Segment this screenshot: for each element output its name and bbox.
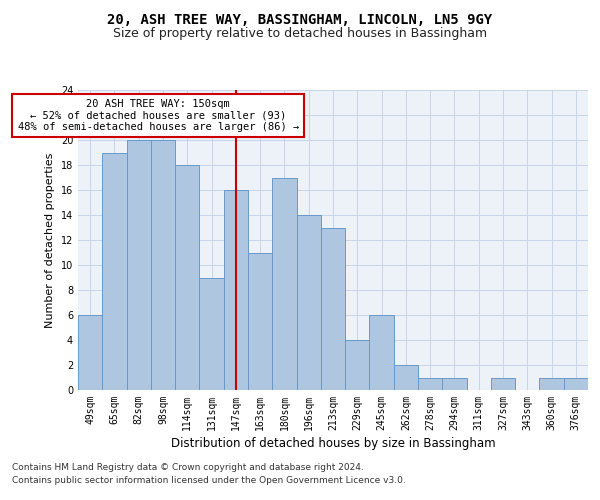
Bar (345, 340, 370, 390)
Bar (175, 165, 199, 390)
Bar (370, 315, 394, 390)
Text: Contains HM Land Registry data © Crown copyright and database right 2024.: Contains HM Land Registry data © Crown c… (12, 464, 364, 472)
Text: 20, ASH TREE WAY, BASSINGHAM, LINCOLN, LN5 9GY: 20, ASH TREE WAY, BASSINGHAM, LINCOLN, L… (107, 12, 493, 26)
Bar (199, 278, 224, 390)
Text: 20 ASH TREE WAY: 150sqm
← 52% of detached houses are smaller (93)
48% of semi-de: 20 ASH TREE WAY: 150sqm ← 52% of detache… (17, 99, 299, 132)
Bar (394, 365, 418, 390)
Bar (78, 315, 102, 390)
Bar (248, 252, 272, 390)
Bar (151, 140, 175, 390)
X-axis label: Distribution of detached houses by size in Bassingham: Distribution of detached houses by size … (170, 437, 496, 450)
Bar (491, 378, 515, 390)
Bar (321, 228, 345, 390)
Bar (102, 152, 127, 390)
Bar (127, 140, 151, 390)
Bar (224, 190, 248, 390)
Bar (564, 378, 588, 390)
Text: Size of property relative to detached houses in Bassingham: Size of property relative to detached ho… (113, 28, 487, 40)
Bar (418, 378, 442, 390)
Bar (272, 178, 296, 390)
Y-axis label: Number of detached properties: Number of detached properties (45, 152, 55, 328)
Bar (296, 215, 321, 390)
Text: Contains public sector information licensed under the Open Government Licence v3: Contains public sector information licen… (12, 476, 406, 485)
Bar (539, 378, 564, 390)
Bar (442, 378, 467, 390)
